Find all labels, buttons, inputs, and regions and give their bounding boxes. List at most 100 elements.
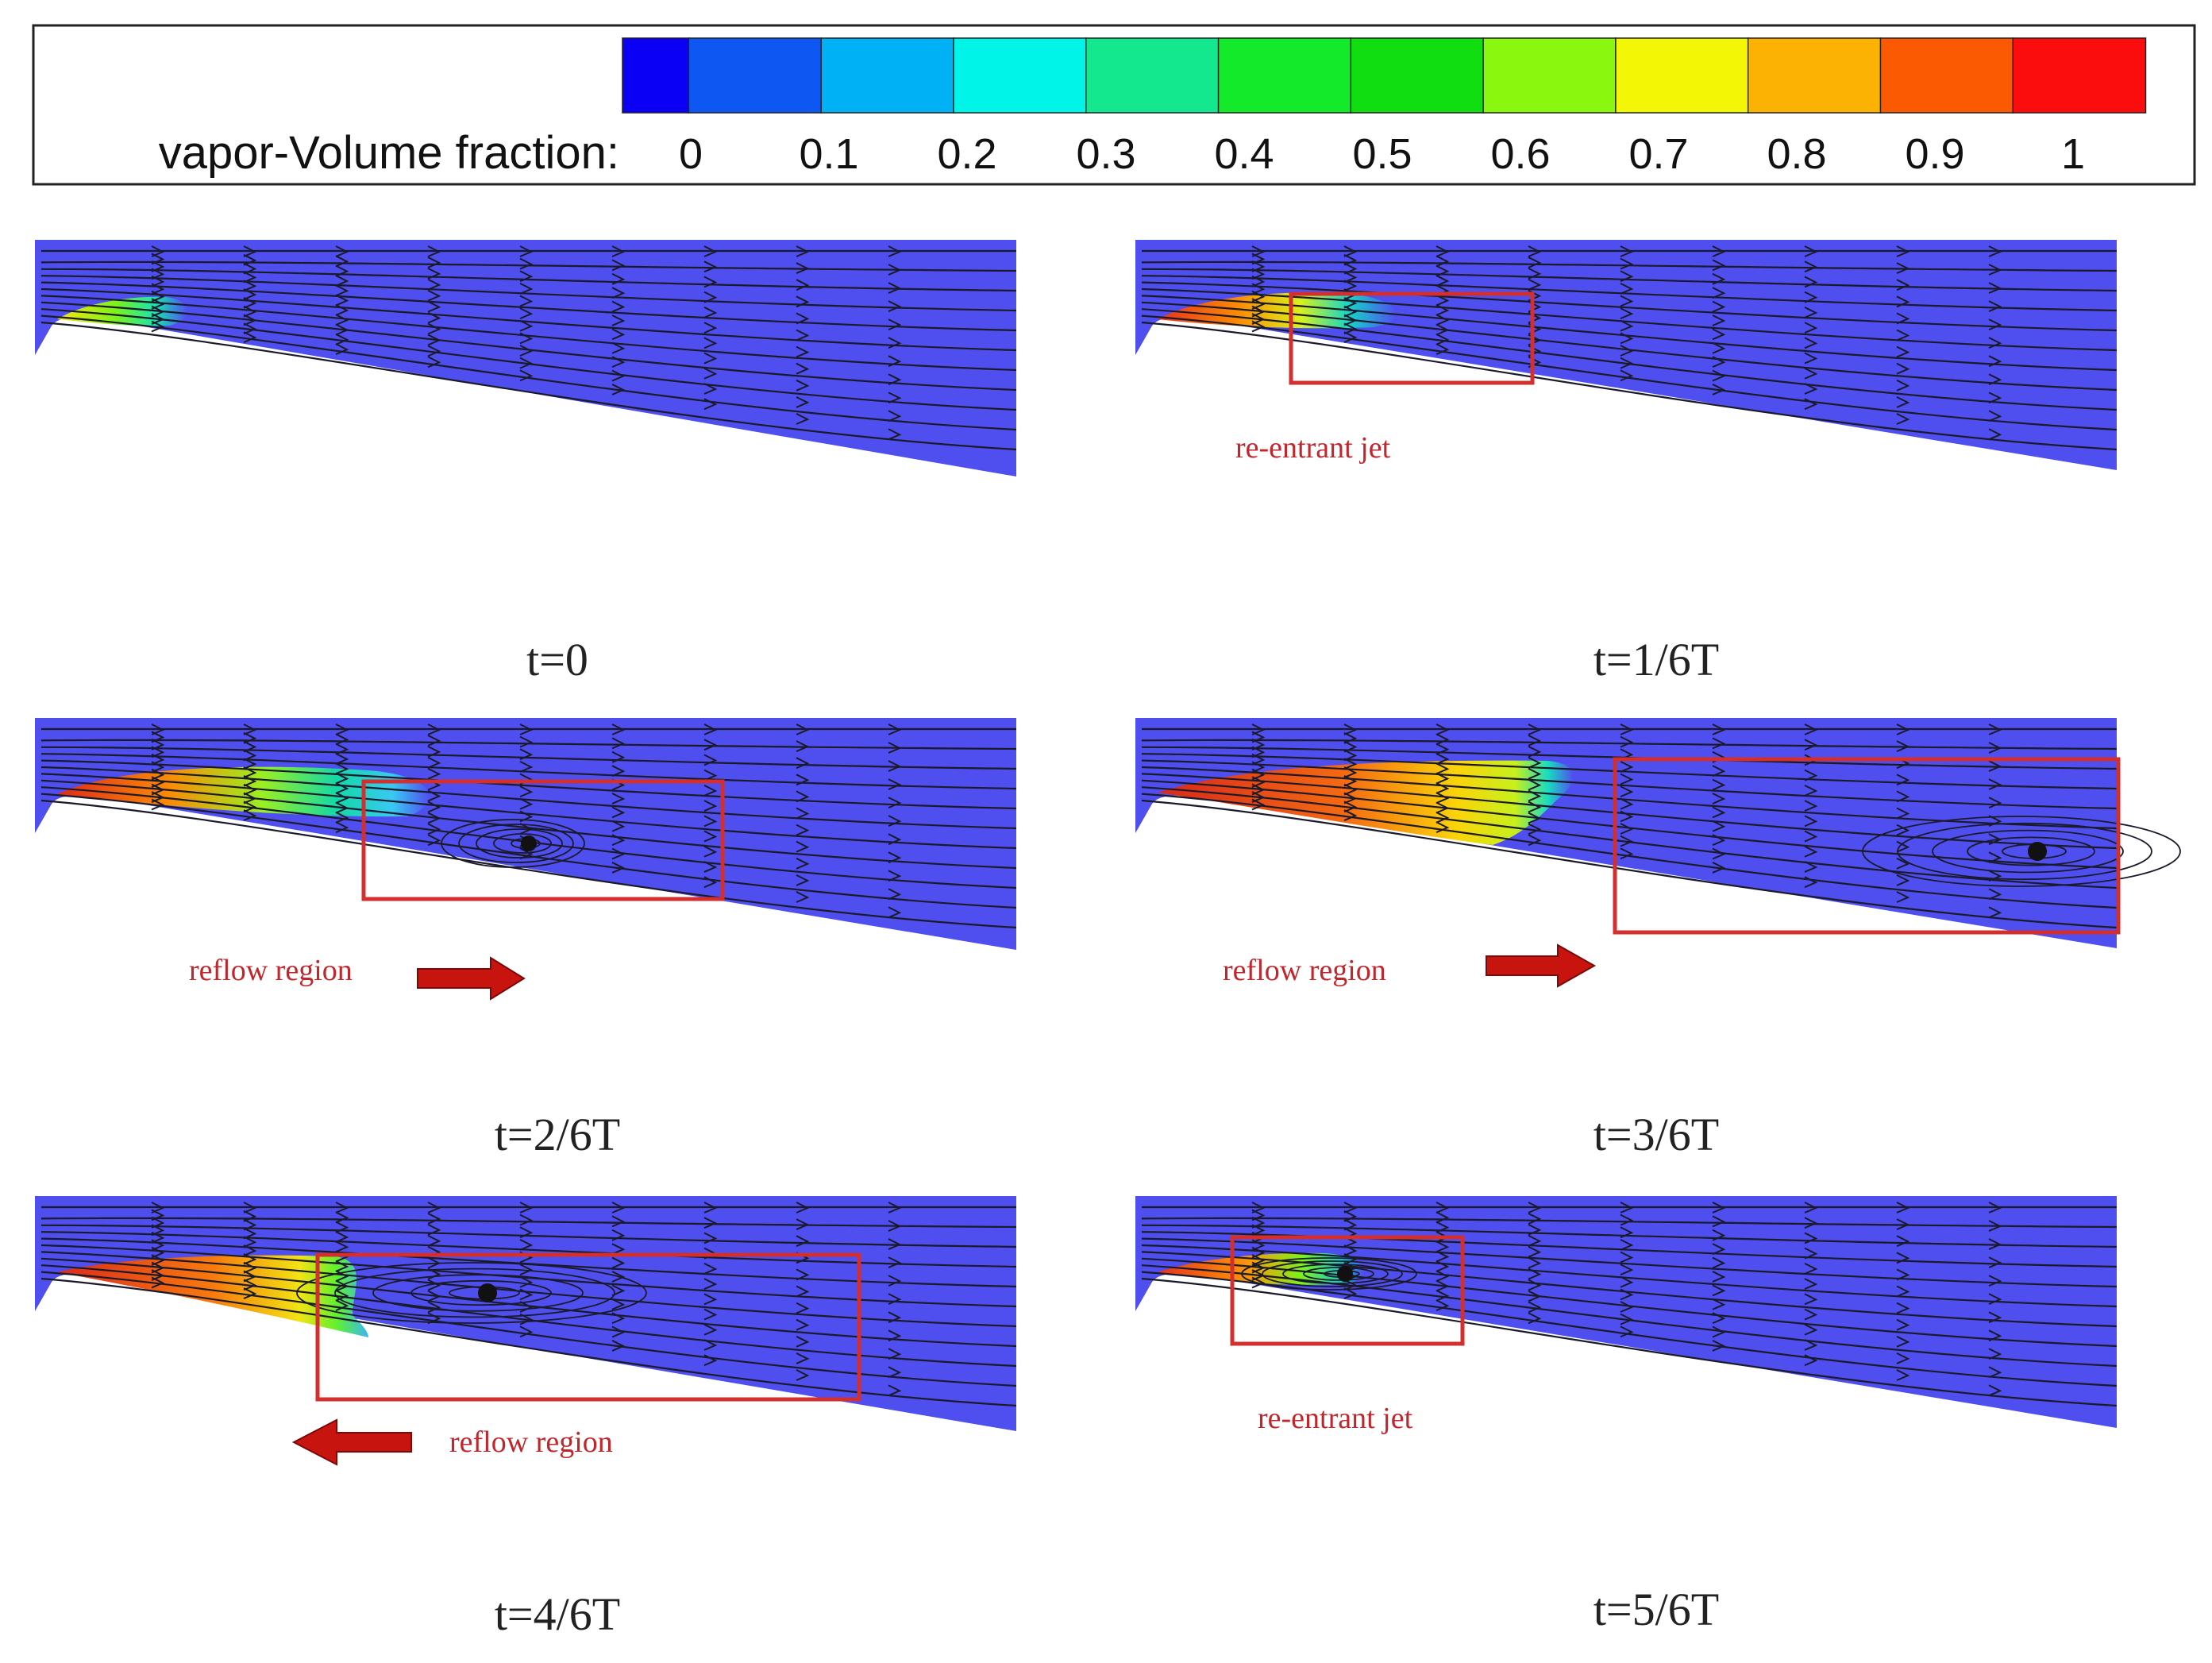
streamline xyxy=(1141,799,2118,929)
streamline-arrow xyxy=(427,1202,441,1213)
streamline-arrow xyxy=(611,834,626,847)
streamline-arrow xyxy=(243,1236,257,1248)
streamline-arrow xyxy=(1435,801,1450,814)
streamline-arrow xyxy=(1528,1234,1542,1247)
streamline-arrow xyxy=(888,245,902,257)
streamline-arrow xyxy=(611,1256,626,1269)
streamline-arrow xyxy=(1712,1256,1726,1269)
streamline-arrow xyxy=(1620,1238,1634,1251)
vortex-ring xyxy=(296,1262,647,1324)
streamline-arrow xyxy=(335,723,349,735)
streamline-arrow xyxy=(888,797,902,809)
legend-swatch xyxy=(1217,37,1352,114)
streamline-arrow xyxy=(243,262,257,275)
streamline-arrow xyxy=(1896,279,1910,291)
vapor-cavity xyxy=(57,1255,368,1337)
streamline-arrow xyxy=(243,1252,257,1265)
streamline-arrow xyxy=(427,767,441,780)
streamline-arrow xyxy=(427,300,441,313)
streamline-arrow xyxy=(1896,840,1910,853)
streamline-arrow xyxy=(1620,1264,1634,1276)
streamline xyxy=(1141,786,2118,889)
streamline-arrow xyxy=(1435,255,1450,268)
streamline-arrow xyxy=(1988,1220,2002,1232)
legend-tick-9: 0.9 xyxy=(1905,130,1964,178)
streamline-arrow xyxy=(1896,1335,1910,1348)
streamline-arrow xyxy=(243,766,257,778)
streamline-arrow xyxy=(796,1202,810,1213)
streamline-arrow xyxy=(243,296,257,309)
streamline-arrow xyxy=(1343,758,1358,770)
streamline-arrow xyxy=(1620,760,1634,773)
vortex-core xyxy=(2028,842,2047,861)
annotation-label: reflow region xyxy=(1223,954,1386,987)
streamline-arrow xyxy=(1896,723,1910,735)
streamline-arrow xyxy=(1896,1218,1910,1231)
streamline xyxy=(1141,1264,2118,1368)
streamline-arrow xyxy=(1804,1308,1818,1321)
streamline xyxy=(40,779,1017,870)
streamline-arrow xyxy=(243,740,257,753)
vortex-ring xyxy=(441,819,585,868)
streamline-arrow xyxy=(611,1202,626,1213)
streamline-arrow xyxy=(1712,341,1726,354)
streamline-arrow xyxy=(1620,295,1634,307)
streamline-arrow xyxy=(796,345,810,358)
streamline-arrow xyxy=(427,745,441,758)
streamline-arrow xyxy=(888,888,902,901)
streamline-arrow xyxy=(1620,1213,1634,1226)
streamline-arrow xyxy=(519,357,534,369)
streamline-arrow xyxy=(427,1290,441,1302)
streamline xyxy=(1141,308,2118,411)
streamline-arrow xyxy=(243,1287,257,1299)
streamline-arrow xyxy=(427,1279,441,1291)
streamline-arrow xyxy=(703,784,718,797)
streamline-arrow xyxy=(519,797,534,810)
streamline-arrow xyxy=(1712,1202,1726,1213)
streamline-arrow xyxy=(1896,1285,1910,1298)
streamline-arrow xyxy=(1988,1238,2002,1250)
legend-swatch xyxy=(1350,37,1485,114)
streamline-arrow xyxy=(703,367,718,380)
streamline-arrow xyxy=(796,295,810,308)
legend-tick-8: 0.8 xyxy=(1767,130,1826,178)
streamline-arrow xyxy=(611,1298,626,1310)
streamline-arrow xyxy=(1988,337,2002,349)
streamline-arrow xyxy=(1435,743,1450,755)
streamline-arrow xyxy=(1804,367,1818,380)
panel-t5: re-entrant jet t=5/6T xyxy=(1135,1196,2118,1635)
streamline-arrow xyxy=(888,1293,902,1306)
streamline-arrow xyxy=(703,830,718,843)
annotation-label: re-entrant jet xyxy=(1235,431,1391,465)
streamline-arrow xyxy=(519,345,534,357)
streamline-arrow xyxy=(1804,1323,1818,1336)
highlight-box xyxy=(361,779,725,901)
streamline xyxy=(1141,301,2118,392)
streamline-arrow xyxy=(335,343,349,356)
streamline-arrow xyxy=(519,369,534,382)
streamline-arrow xyxy=(1620,345,1634,357)
streamline-arrow xyxy=(796,312,810,325)
streamline-arrow xyxy=(1435,821,1450,834)
streamline-arrow xyxy=(1528,1312,1542,1325)
streamline-arrow xyxy=(1343,809,1358,821)
panel-caption: t=3/6T xyxy=(1593,1109,1719,1160)
streamline-arrow xyxy=(335,245,349,257)
streamline-arrow xyxy=(1988,1256,2002,1269)
streamline-arrow xyxy=(1528,245,1542,257)
streamline xyxy=(1141,1271,2118,1387)
streamline-arrow xyxy=(1804,352,1818,365)
legend-tick-1: 0.1 xyxy=(799,130,858,178)
legend-swatch xyxy=(1085,37,1220,114)
streamline-arrow xyxy=(1528,1301,1542,1314)
streamline-arrow xyxy=(1712,778,1726,791)
streamline-arrow xyxy=(796,1285,810,1298)
streamline-arrow xyxy=(1896,1302,1910,1314)
panel-caption: t=2/6T xyxy=(495,1109,620,1160)
streamline-arrow xyxy=(703,337,718,349)
streamline-arrow xyxy=(1343,801,1358,813)
arrow-right-icon xyxy=(1486,943,1597,988)
streamline-arrow xyxy=(1712,356,1726,368)
streamline-arrow xyxy=(1435,792,1450,804)
streamline-arrow xyxy=(796,1335,810,1348)
